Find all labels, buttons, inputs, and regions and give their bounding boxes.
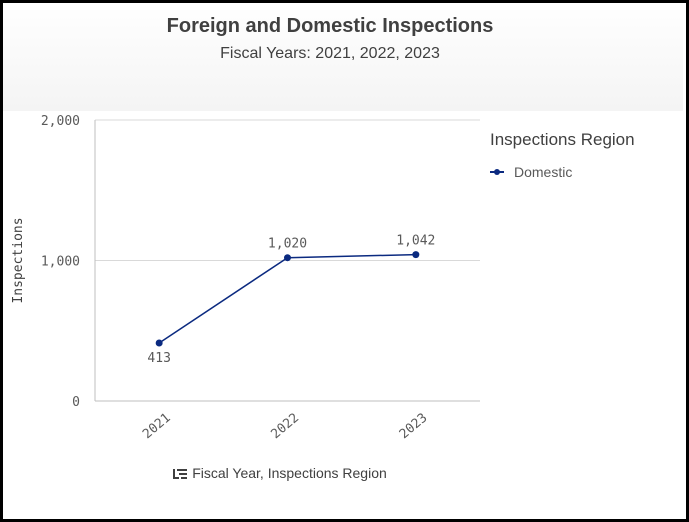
x-tick-label: 2022 <box>268 411 302 443</box>
data-label: 1,020 <box>268 237 307 252</box>
legend-line-marker-icon <box>490 167 504 177</box>
legend-label: Domestic <box>514 164 573 180</box>
legend-title: Inspections Region <box>490 130 635 149</box>
x-tick-label: 2023 <box>397 411 431 443</box>
data-point[interactable] <box>155 339 163 347</box>
chart-header <box>3 3 683 111</box>
y-axis-title: Inspections <box>11 217 26 303</box>
footer-label: Fiscal Year, Inspections Region <box>192 465 387 481</box>
y-tick-label: 2,000 <box>41 114 80 129</box>
series-line-domestic <box>158 253 416 344</box>
data-point[interactable] <box>412 251 420 259</box>
data-point[interactable] <box>284 254 291 262</box>
drill-down-icon <box>173 469 188 479</box>
data-label: 413 <box>147 351 170 366</box>
data-label: 1,042 <box>396 234 435 249</box>
y-tick-label: 0 <box>72 395 80 410</box>
x-tick-label: 2021 <box>140 411 174 443</box>
chart-subtitle: Fiscal Years: 2021, 2022, 2023 <box>220 45 440 62</box>
dimension-footer[interactable]: Fiscal Year, Inspections Region <box>0 465 560 481</box>
chart-title: Foreign and Domestic Inspections <box>166 15 494 37</box>
y-tick-label: 1,000 <box>41 255 80 270</box>
